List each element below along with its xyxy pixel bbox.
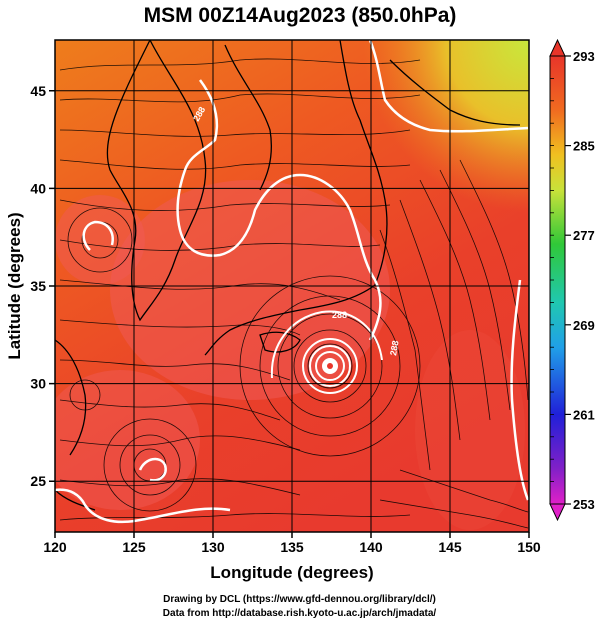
colorbar-tick-label: 293 bbox=[573, 49, 595, 64]
y-tick-label: 25 bbox=[30, 473, 46, 489]
contour-label: 288 bbox=[332, 310, 347, 320]
japan-coast bbox=[204, 40, 388, 356]
contour-lines bbox=[55, 40, 529, 524]
contour-label: 288 bbox=[388, 340, 400, 357]
credit-line-data: Data from http://database.rish.kyoto-u.a… bbox=[162, 608, 437, 619]
colorbar-tick-label: 277 bbox=[573, 228, 595, 243]
x-tick-label: 145 bbox=[438, 539, 462, 555]
colorbar-min-arrow bbox=[549, 503, 566, 522]
plot-area: 288 288 288 bbox=[55, 40, 529, 532]
x-tick-label: 135 bbox=[280, 539, 304, 555]
warm-patch bbox=[110, 180, 390, 400]
colorbar-tick-label: 261 bbox=[573, 407, 595, 422]
y-tick-label: 35 bbox=[30, 278, 46, 294]
shikoku-coast bbox=[259, 331, 301, 353]
colorbar-tick-label: 253 bbox=[573, 497, 595, 512]
x-tick-label: 150 bbox=[517, 539, 541, 555]
y-tick-label: 40 bbox=[30, 180, 46, 196]
korea-coast bbox=[106, 40, 207, 322]
colorbar-tick-label: 269 bbox=[573, 318, 595, 333]
typhoon-center-marker bbox=[327, 363, 333, 369]
y-axis: 25 30 35 40 45 bbox=[30, 83, 55, 489]
taiwan-coast bbox=[55, 489, 96, 511]
x-axis-label: Longitude (degrees) bbox=[210, 563, 373, 582]
x-tick-label: 120 bbox=[43, 539, 67, 555]
map-title: MSM 00Z14Aug2023 (850.0hPa) bbox=[144, 4, 457, 27]
lat-lon-grid bbox=[55, 40, 529, 532]
colorbar-max-arrow bbox=[549, 38, 566, 57]
x-axis: 120 125 130 135 140 145 150 bbox=[43, 532, 541, 555]
x-tick-label: 130 bbox=[201, 539, 225, 555]
y-tick-label: 30 bbox=[30, 376, 46, 392]
china-coast bbox=[55, 339, 87, 456]
colorbar-tick-label: 285 bbox=[573, 139, 595, 154]
y-axis-label: Latitude (degrees) bbox=[5, 212, 24, 359]
credit-line-dcl: Drawing by DCL (https://www.gfd-dennou.o… bbox=[163, 594, 436, 605]
x-tick-label: 140 bbox=[359, 539, 383, 555]
x-tick-label: 125 bbox=[122, 539, 146, 555]
warm-patch bbox=[415, 330, 525, 530]
colorbar: 293 285 277 269 261 253 bbox=[549, 38, 595, 522]
y-tick-label: 45 bbox=[30, 83, 46, 99]
mainland-coast bbox=[224, 44, 272, 191]
